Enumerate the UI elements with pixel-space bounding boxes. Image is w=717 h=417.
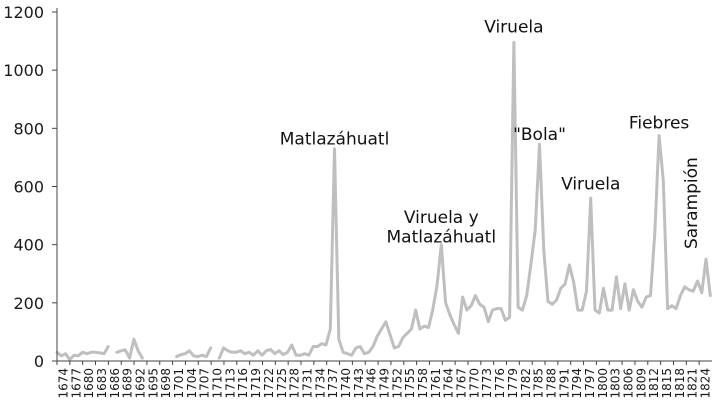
annotation-line: Matlazáhuatl <box>386 227 496 247</box>
x-tick-label: 1809 <box>634 368 648 399</box>
x-tick-label: 1812 <box>647 368 661 399</box>
x-tick-label: 1821 <box>686 368 700 399</box>
x-tick-label: 1689 <box>121 368 135 399</box>
annotation-line: "Bola" <box>513 125 566 145</box>
x-tick-label: 1692 <box>133 368 147 399</box>
x-tick-label: 1752 <box>390 368 404 399</box>
x-tick-label: 1731 <box>300 368 314 399</box>
x-tick-label: 1818 <box>673 368 687 399</box>
y-axis-ticks: 0 200 400 600 800 1000 1200 <box>3 3 57 371</box>
x-tick-label: 1815 <box>660 368 674 399</box>
y-tick-label: 0 <box>34 352 44 371</box>
x-tick-label: 1701 <box>172 368 186 399</box>
x-tick-label: 1737 <box>326 368 340 399</box>
y-tick-label: 800 <box>13 119 44 138</box>
x-tick-label: 1683 <box>95 368 109 399</box>
x-tick-label: 1791 <box>557 368 571 399</box>
x-tick-label: 1800 <box>596 368 610 399</box>
x-tick-label: 1707 <box>198 368 212 399</box>
annotation-line: Sarampión <box>682 157 702 249</box>
x-tick-label: 1785 <box>532 368 546 399</box>
x-tick-label: 1704 <box>185 368 199 399</box>
series-lines <box>55 41 712 361</box>
annotation-label: Matlazáhuatl <box>280 129 390 149</box>
x-tick-label: 1677 <box>69 368 83 399</box>
x-tick-label: 1725 <box>275 368 289 399</box>
x-tick-label: 1788 <box>544 368 558 399</box>
annotation-line: Matlazáhuatl <box>280 129 390 149</box>
x-tick-label: 1794 <box>570 368 584 399</box>
x-tick-label: 1797 <box>583 368 597 399</box>
x-tick-label: 1746 <box>365 368 379 399</box>
x-tick-label: 1728 <box>288 368 302 399</box>
annotation-line: Viruela <box>484 17 543 37</box>
x-tick-label: 1758 <box>416 368 430 399</box>
x-tick-label: 1674 <box>56 368 70 399</box>
annotation-label: Viruela y Matlazáhuatl <box>386 208 496 248</box>
annotation-label: Sarampión <box>682 157 702 249</box>
annotation-label: Viruela <box>561 174 620 194</box>
x-tick-label: 1716 <box>236 368 250 399</box>
x-tick-label: 1719 <box>249 368 263 399</box>
annotation-line: Fiebres <box>629 113 690 133</box>
x-tick-label: 1740 <box>339 368 353 399</box>
x-tick-label: 1695 <box>146 368 160 399</box>
series-line-segment <box>115 337 144 360</box>
x-tick-label: 1773 <box>480 368 494 399</box>
y-tick-label: 400 <box>13 236 44 255</box>
x-tick-label: 1698 <box>159 368 173 399</box>
x-tick-label: 1749 <box>378 368 392 399</box>
annotation-label: "Bola" <box>513 125 566 145</box>
x-tick-label: 1764 <box>442 368 456 399</box>
x-tick-label: 1743 <box>352 368 366 399</box>
x-tick-label: 1710 <box>211 368 225 399</box>
annotation-line: Viruela y <box>404 208 479 228</box>
x-tick-label: 1770 <box>467 368 481 399</box>
x-tick-label: 1782 <box>519 368 533 399</box>
x-tick-label: 1803 <box>609 368 623 399</box>
x-tick-label: 1734 <box>313 368 327 399</box>
annotation-label: Viruela <box>484 17 543 37</box>
x-tick-label: 1722 <box>262 368 276 399</box>
x-axis-ticks: 1674167716801683168616891692169516981701… <box>56 361 713 399</box>
y-tick-label: 1200 <box>3 3 44 22</box>
x-tick-label: 1686 <box>108 368 122 399</box>
y-tick-label: 200 <box>13 294 44 313</box>
series-line-segment <box>55 345 110 361</box>
y-tick-label: 1000 <box>3 61 44 80</box>
x-tick-label: 1776 <box>493 368 507 399</box>
series-line-segment <box>217 41 712 360</box>
x-tick-label: 1680 <box>82 368 96 399</box>
x-tick-label: 1761 <box>429 368 443 399</box>
x-tick-label: 1806 <box>622 368 636 399</box>
x-tick-label: 1824 <box>699 368 713 399</box>
x-tick-label: 1755 <box>403 368 417 399</box>
x-tick-label: 1779 <box>506 368 520 399</box>
x-tick-label: 1713 <box>223 368 237 399</box>
y-tick-label: 600 <box>13 178 44 197</box>
series-line-segment <box>175 346 213 359</box>
annotation-line: Viruela <box>561 174 620 194</box>
x-tick-label: 1767 <box>455 368 469 399</box>
annotation-label: Fiebres <box>629 113 690 133</box>
